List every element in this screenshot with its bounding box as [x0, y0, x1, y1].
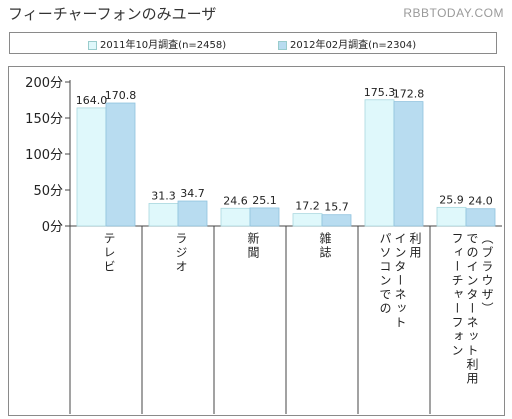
category-label: 雑誌	[318, 232, 332, 260]
y-tick-label: 150分	[25, 112, 63, 127]
bar-series-1	[220, 207, 251, 227]
legend-item-2011: 2011年10月調査(n=2458)	[88, 36, 226, 51]
legend-swatch-2011	[88, 40, 97, 50]
bar-series-2	[321, 214, 352, 227]
category-label: ラジオ	[174, 232, 188, 274]
watermark-text: RBBTODAY.COM	[403, 6, 504, 20]
bar-series-1	[292, 213, 323, 227]
y-tick-label: 50分	[33, 184, 63, 199]
legend-item-2012: 2012年02月調査(n=2304)	[278, 36, 416, 51]
bar-value-label: 31.3	[151, 189, 176, 202]
bar-value-label: 24.0	[468, 195, 493, 208]
bar-value-label: 172.8	[393, 88, 425, 101]
bar-value-label: 170.8	[105, 89, 137, 102]
bar-series-1	[364, 99, 395, 227]
legend-label-2012: 2012年02月調査(n=2304)	[290, 40, 417, 51]
bar-series-2	[393, 101, 424, 227]
bar-value-label: 25.1	[252, 194, 277, 207]
category-label: フィーチャーフォン	[450, 232, 464, 358]
category-label: 利用	[408, 232, 422, 260]
bar-value-label: 34.7	[180, 187, 205, 200]
y-tick-label: 200分	[25, 76, 63, 91]
category-label: 新聞	[246, 232, 260, 260]
category-label: テレビ	[102, 232, 116, 274]
bar-value-label: 25.9	[439, 193, 464, 206]
legend-swatch-2012	[278, 40, 287, 50]
bar-value-label: 175.3	[364, 86, 396, 99]
bar-value-label: 15.7	[324, 201, 349, 214]
y-tick-label: 100分	[25, 148, 63, 163]
bar-series-2	[249, 207, 280, 227]
bar-value-label: 164.0	[76, 94, 108, 107]
bar-series-1	[76, 107, 107, 227]
bar-series-2	[177, 200, 208, 227]
category-label: パソコンでの	[378, 232, 392, 316]
category-label: （ブラウザ）	[480, 232, 494, 316]
legend-label-2011: 2011年10月調査(n=2458)	[100, 40, 227, 51]
category-label: でのインターネット利用	[465, 232, 479, 386]
bar-series-1	[148, 203, 179, 227]
chart-legend: 2011年10月調査(n=2458) 2012年02月調査(n=2304)	[9, 32, 497, 54]
chart-title: フィーチャーフォンのみユーザ	[8, 5, 217, 23]
category-label: インターネット	[393, 232, 407, 330]
y-tick-label: 0分	[42, 220, 63, 235]
bar-value-label: 17.2	[295, 200, 320, 213]
bar-series-2	[105, 102, 136, 227]
bar-series-1	[436, 206, 467, 227]
bar-value-label: 24.6	[223, 194, 248, 207]
bar-series-2	[465, 208, 496, 227]
